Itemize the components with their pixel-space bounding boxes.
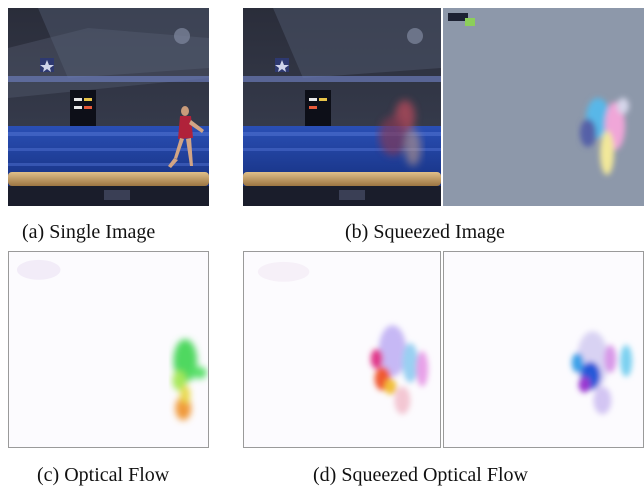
squeezed-difference-image	[443, 8, 644, 206]
squeezed-flow-image-1	[244, 252, 440, 447]
optical-flow-panel	[8, 251, 209, 448]
caption-a: (a) Single Image	[22, 221, 156, 243]
squeezed-flow-panel-2	[443, 251, 644, 448]
single-image-panel	[8, 8, 209, 206]
squeezed-image-panel	[243, 8, 441, 206]
squeezed-image	[243, 8, 441, 206]
optical-flow-image	[9, 252, 208, 447]
squeezed-difference-panel	[443, 8, 644, 206]
squeezed-flow-image-2	[444, 252, 643, 447]
single-image	[8, 8, 209, 206]
squeezed-flow-panel-1	[243, 251, 441, 448]
caption-b: (b) Squeezed Image	[345, 221, 505, 243]
caption-c: (c) Optical Flow	[37, 464, 170, 486]
caption-d: (d) Squeezed Optical Flow	[313, 464, 528, 486]
